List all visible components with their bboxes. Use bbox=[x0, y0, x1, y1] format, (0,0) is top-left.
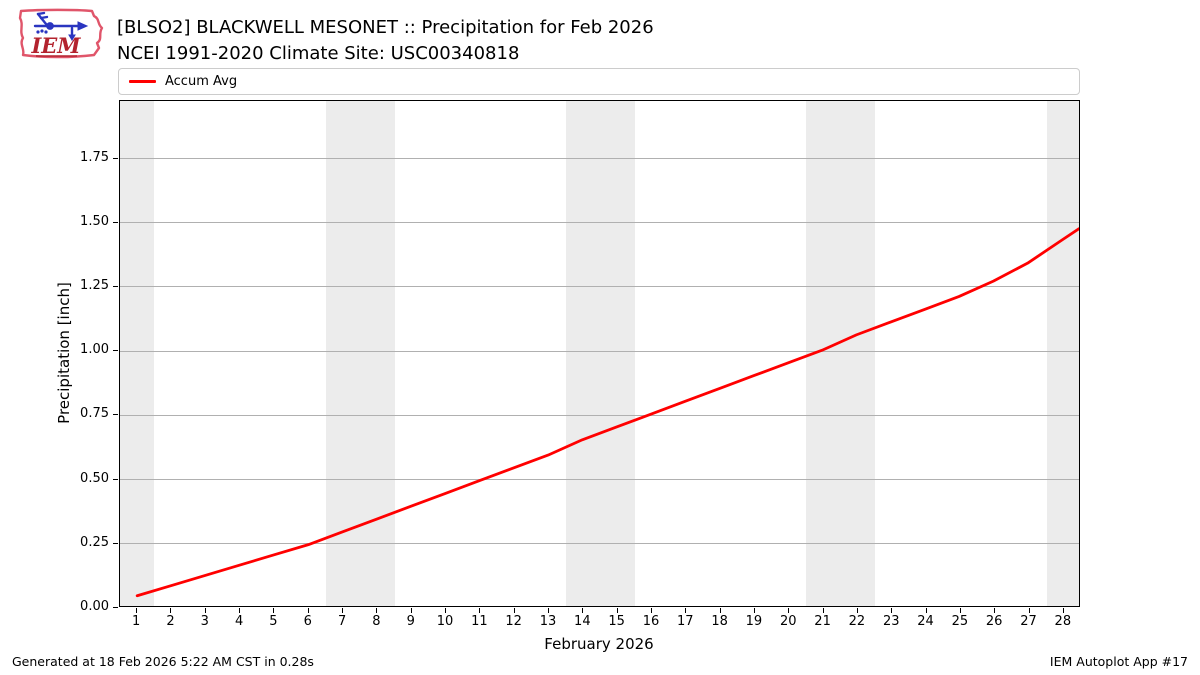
x-tick-label: 22 bbox=[848, 614, 866, 629]
x-tick-label: 11 bbox=[471, 614, 488, 629]
x-tick-mark bbox=[925, 608, 927, 613]
x-tick-label: 17 bbox=[677, 614, 694, 629]
x-tick-label: 6 bbox=[303, 614, 312, 629]
y-tick-label: 0.25 bbox=[80, 534, 109, 550]
weekend-band bbox=[1046, 101, 1079, 606]
x-tick-mark bbox=[513, 608, 515, 613]
y-tick-mark bbox=[113, 221, 118, 223]
x-tick-mark bbox=[719, 608, 721, 613]
x-tick-mark bbox=[788, 608, 790, 613]
y-tick-mark bbox=[113, 542, 118, 544]
x-tick-label: 25 bbox=[951, 614, 969, 629]
x-tick-label: 28 bbox=[1054, 614, 1072, 629]
x-tick-label: 16 bbox=[642, 614, 660, 629]
chart-subtitle: NCEI 1991-2020 Climate Site: USC00340818 bbox=[117, 43, 520, 64]
x-tick-label: 1 bbox=[132, 614, 141, 629]
y-gridline bbox=[120, 222, 1079, 224]
x-tick-mark bbox=[204, 608, 206, 613]
iowa-outline-icon bbox=[18, 8, 104, 59]
weather-vane-icon bbox=[33, 11, 89, 41]
accum-avg-polyline bbox=[135, 227, 1079, 598]
chart-title: [BLSO2] BLACKWELL MESONET :: Precipitati… bbox=[117, 17, 654, 38]
generated-timestamp: Generated at 18 Feb 2026 5:22 AM CST in … bbox=[12, 654, 314, 669]
y-tick-label: 0.50 bbox=[80, 470, 109, 486]
y-gridline bbox=[120, 414, 1079, 416]
x-tick-mark bbox=[1062, 608, 1064, 613]
x-tick-mark bbox=[685, 608, 687, 613]
x-tick-label: 14 bbox=[574, 614, 591, 629]
legend-line-sample bbox=[129, 80, 156, 83]
x-tick-mark bbox=[479, 608, 481, 613]
legend: Accum Avg bbox=[118, 68, 1080, 95]
x-tick-mark bbox=[410, 608, 412, 613]
x-tick-label: 4 bbox=[234, 614, 244, 629]
x-tick-label: 27 bbox=[1020, 614, 1037, 629]
x-tick-mark bbox=[307, 608, 309, 613]
x-tick-label: 13 bbox=[539, 614, 557, 629]
iem-logo-text: IEM bbox=[30, 33, 81, 58]
app-credit: IEM Autoplot App #17 bbox=[1049, 654, 1188, 669]
x-tick-label: 8 bbox=[372, 614, 381, 629]
y-gridline bbox=[120, 286, 1079, 288]
y-gridline bbox=[120, 479, 1079, 481]
weekend-band bbox=[120, 101, 155, 606]
x-tick-mark bbox=[959, 608, 961, 613]
x-tick-mark bbox=[994, 608, 996, 613]
x-tick-label: 19 bbox=[745, 614, 763, 629]
plot-area bbox=[119, 100, 1080, 607]
x-tick-label: 20 bbox=[779, 614, 797, 629]
x-tick-label: 15 bbox=[608, 614, 625, 629]
x-axis-label: February 2026 bbox=[544, 635, 654, 653]
y-tick-label: 0.00 bbox=[80, 599, 109, 614]
y-tick-label: 1.50 bbox=[80, 213, 109, 229]
x-tick-label: 10 bbox=[436, 614, 454, 629]
y-tick-mark bbox=[113, 414, 118, 416]
x-tick-mark bbox=[753, 608, 755, 613]
weekend-band bbox=[325, 101, 395, 606]
x-tick-label: 2 bbox=[166, 614, 175, 629]
weekend-band bbox=[566, 101, 635, 606]
weekend-band bbox=[806, 101, 876, 606]
legend-label: Accum Avg bbox=[165, 74, 238, 89]
x-tick-label: 23 bbox=[882, 614, 900, 629]
x-tick-mark bbox=[376, 608, 378, 613]
x-tick-label: 26 bbox=[985, 614, 1003, 629]
x-tick-label: 5 bbox=[269, 614, 278, 629]
accum-avg-line bbox=[135, 227, 1079, 598]
x-tick-label: 24 bbox=[917, 614, 934, 629]
chart-title-block: [BLSO2] BLACKWELL MESONET :: Precipitati… bbox=[117, 15, 654, 67]
y-axis-label: Precipitation [inch] bbox=[55, 282, 73, 424]
x-tick-label: 9 bbox=[406, 614, 415, 629]
x-tick-label: 7 bbox=[337, 614, 347, 629]
x-tick-mark bbox=[273, 608, 275, 613]
iem-logo: IEM bbox=[18, 8, 104, 59]
x-tick-label: 3 bbox=[200, 614, 209, 629]
x-tick-label: 18 bbox=[711, 614, 728, 629]
y-tick-label: 1.75 bbox=[80, 149, 109, 165]
x-tick-mark bbox=[239, 608, 241, 613]
y-gridline bbox=[120, 543, 1079, 545]
x-tick-mark bbox=[891, 608, 893, 613]
y-gridline bbox=[120, 350, 1079, 352]
y-gridline bbox=[120, 158, 1079, 160]
y-tick-mark bbox=[113, 478, 118, 480]
x-tick-mark bbox=[1028, 608, 1030, 613]
x-tick-mark bbox=[822, 608, 824, 613]
y-tick-mark bbox=[113, 157, 118, 159]
x-tick-mark bbox=[136, 608, 138, 613]
x-tick-label: 21 bbox=[814, 614, 831, 629]
x-tick-mark bbox=[170, 608, 172, 613]
y-tick-mark bbox=[113, 350, 118, 352]
x-tick-mark bbox=[445, 608, 447, 613]
y-tick-mark bbox=[113, 607, 118, 608]
x-tick-mark bbox=[342, 608, 344, 613]
x-tick-mark bbox=[582, 608, 584, 613]
x-tick-mark bbox=[548, 608, 550, 613]
x-tick-mark bbox=[856, 608, 858, 613]
x-tick-mark bbox=[616, 608, 618, 613]
x-tick-mark bbox=[650, 608, 652, 613]
y-tick-mark bbox=[113, 285, 118, 287]
x-tick-label: 12 bbox=[505, 614, 522, 629]
